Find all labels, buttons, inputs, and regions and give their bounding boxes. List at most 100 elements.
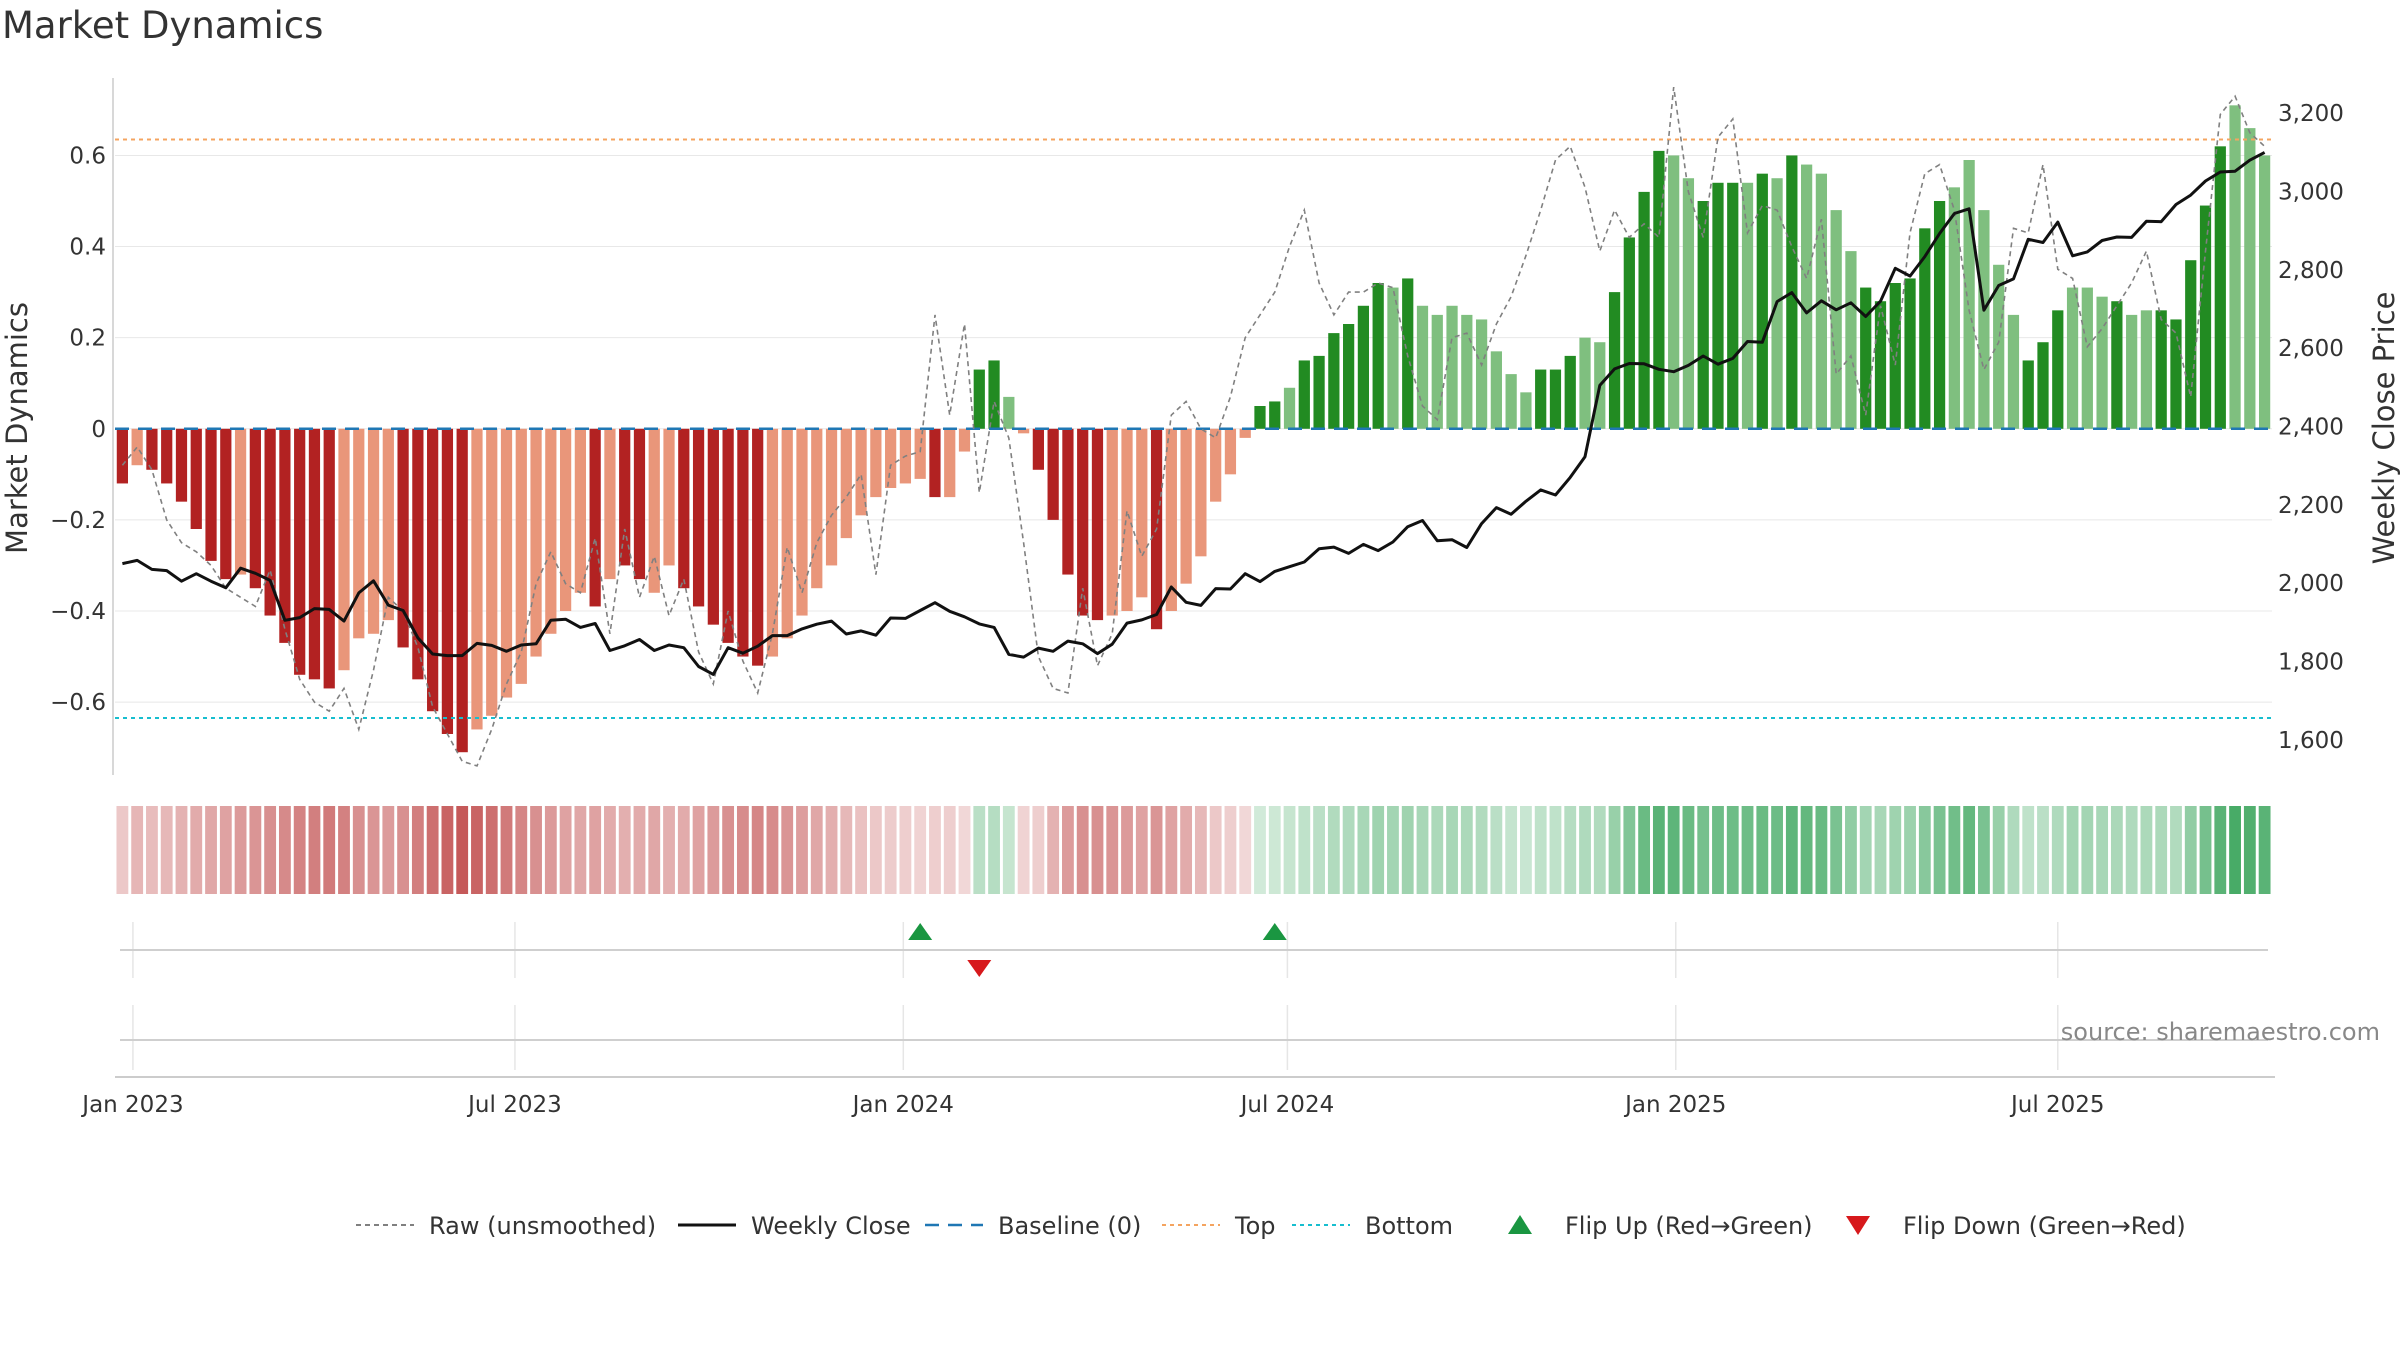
heat-cell: [234, 806, 247, 894]
bar: [1505, 374, 1517, 429]
heat-cell: [2170, 806, 2182, 894]
bar: [2081, 287, 2093, 429]
bar: [2007, 314, 2020, 429]
heat-cell: [2214, 806, 2227, 894]
bar: [1830, 210, 1842, 429]
bar: [885, 428, 897, 488]
bar: [619, 428, 631, 566]
heat-cell: [116, 806, 129, 894]
bar: [471, 428, 483, 730]
bar: [367, 428, 380, 634]
bar: [1697, 201, 1709, 429]
bar: [1091, 428, 1104, 621]
bar: [811, 428, 823, 589]
bar: [1165, 428, 1177, 611]
heat-cell: [663, 806, 675, 894]
bar: [146, 428, 158, 470]
legend: Raw (unsmoothed) Weekly Close Baseline (0)…: [356, 1212, 2186, 1240]
flip-up-marker: [908, 923, 933, 940]
heat-cell: [1342, 806, 1355, 894]
heat-cell: [1357, 806, 1370, 894]
heat-cell: [205, 806, 217, 894]
heat-cell: [249, 806, 262, 894]
legend-item: Baseline (0): [925, 1212, 1141, 1240]
heat-cell: [1032, 806, 1045, 894]
bar: [1210, 428, 1222, 502]
bar: [1727, 182, 1739, 429]
heat-cell: [1490, 806, 1503, 894]
heat-cell: [1313, 806, 1325, 894]
bar: [1357, 305, 1370, 429]
heat-cell: [367, 806, 380, 894]
legend-item: Top: [1162, 1212, 1276, 1240]
bar: [958, 428, 971, 452]
heat-cell: [1756, 806, 1769, 894]
bar: [1032, 428, 1044, 470]
bar: [855, 428, 867, 516]
heat-cell: [2066, 806, 2079, 894]
bar: [382, 428, 394, 621]
heat-cell: [604, 806, 616, 894]
heat-cell: [2229, 806, 2241, 894]
heat-cell: [559, 806, 572, 894]
y-axis-right-label: Weekly Close Price: [2367, 292, 2400, 565]
heat-cell: [2125, 806, 2138, 894]
heat-cell: [1992, 806, 2005, 894]
heat-cell: [190, 806, 203, 894]
bar: [1741, 182, 1754, 429]
bar: [1283, 387, 1296, 429]
bar: [692, 428, 705, 607]
heat-cell: [456, 806, 469, 894]
y-right-tick-label: 2,400: [2278, 415, 2344, 441]
bar: [1062, 428, 1074, 575]
heat-cell: [1091, 806, 1104, 894]
heat-cell: [1194, 806, 1207, 894]
heat-cell: [1446, 806, 1458, 894]
bar: [1269, 401, 1281, 429]
bar: [1047, 428, 1059, 520]
bar: [279, 428, 291, 643]
heat-cell: [1106, 806, 1119, 894]
bar: [1446, 305, 1458, 429]
lines-layer: [115, 86, 2272, 767]
heat-cell: [352, 806, 365, 894]
bar: [1845, 251, 1857, 429]
legend-label: Top: [1234, 1212, 1276, 1240]
heat-cell: [411, 806, 424, 894]
heat-cell: [2007, 806, 2020, 894]
bar: [205, 428, 217, 561]
y-tick-label: −0.4: [50, 599, 106, 625]
bar: [500, 428, 513, 698]
heat-cell: [1977, 806, 1990, 894]
heat-cell: [1460, 806, 1473, 894]
heat-cell: [648, 806, 661, 894]
legend-item: Flip Up (Red→Green): [1508, 1212, 1813, 1240]
bar: [220, 428, 232, 580]
bar: [1948, 187, 1960, 429]
bar: [190, 428, 202, 529]
bar: [2214, 146, 2226, 429]
heat-cell: [1387, 806, 1399, 894]
bar: [1003, 396, 1015, 429]
weekly-close-line: [122, 151, 2266, 676]
heat-cell: [1667, 806, 1680, 894]
bar: [515, 428, 527, 684]
bar: [1298, 360, 1310, 429]
bar: [1608, 292, 1621, 429]
bar: [1874, 301, 1887, 429]
heat-cell: [293, 806, 306, 894]
bar: [633, 428, 646, 580]
bar: [840, 428, 852, 539]
flip-up-marker: [1262, 923, 1287, 940]
heat-cell: [722, 806, 735, 894]
heat-strip: [116, 806, 2271, 894]
bar: [131, 428, 143, 466]
bar: [1653, 150, 1665, 429]
bar: [441, 428, 454, 734]
bar: [2258, 155, 2271, 429]
heat-cell: [1017, 806, 1030, 894]
bar: [2111, 301, 2123, 429]
bar: [914, 428, 926, 479]
legend-swatch: [1508, 1215, 1532, 1234]
bar: [648, 428, 660, 593]
